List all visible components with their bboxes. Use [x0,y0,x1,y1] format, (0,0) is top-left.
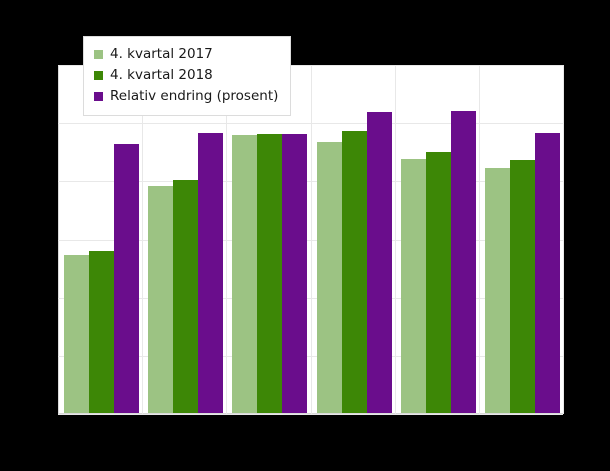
bar [341,131,367,413]
bar [316,141,342,413]
gridline-vertical [311,65,312,414]
bar [64,254,89,413]
gridline-horizontal [58,65,563,66]
gridline-horizontal [58,239,563,241]
gridline-vertical [142,65,143,414]
bar [366,112,392,413]
bar [232,134,258,413]
square-swatch-icon [94,92,103,101]
bar [173,180,199,413]
bar [198,133,224,413]
chart-legend: 4. kvartal 2017 4. kvartal 2018 Relativ … [83,36,292,116]
bar [282,134,308,413]
legend-item-label: Relativ endring (prosent) [110,87,279,104]
plot-area [58,65,564,415]
bar [534,133,560,413]
gridline-horizontal [58,297,563,299]
legend-item-label: 4. kvartal 2018 [110,66,213,83]
gridline-vertical [395,65,396,414]
bar [148,186,174,413]
gridline-horizontal [58,123,563,125]
bar [89,251,114,413]
bar [484,167,510,413]
square-swatch-icon [94,50,103,59]
legend-item-relative-change: Relativ endring (prosent) [94,86,278,107]
gridline-vertical [479,65,480,414]
gridline-horizontal [58,414,563,415]
legend-item-2017: 4. kvartal 2017 [94,44,278,65]
bar [114,144,139,413]
legend-item-label: 4. kvartal 2017 [110,45,213,62]
bar [509,159,535,413]
gridline-horizontal [58,355,563,357]
square-swatch-icon [94,71,103,80]
x-axis-line [58,413,563,414]
bar [425,152,451,413]
bar [400,158,426,413]
gridline-vertical [226,65,227,414]
gridline-vertical [563,65,564,414]
bar [450,111,476,413]
gridline-horizontal [58,181,563,183]
legend-item-2018: 4. kvartal 2018 [94,65,278,86]
bar [257,134,283,413]
